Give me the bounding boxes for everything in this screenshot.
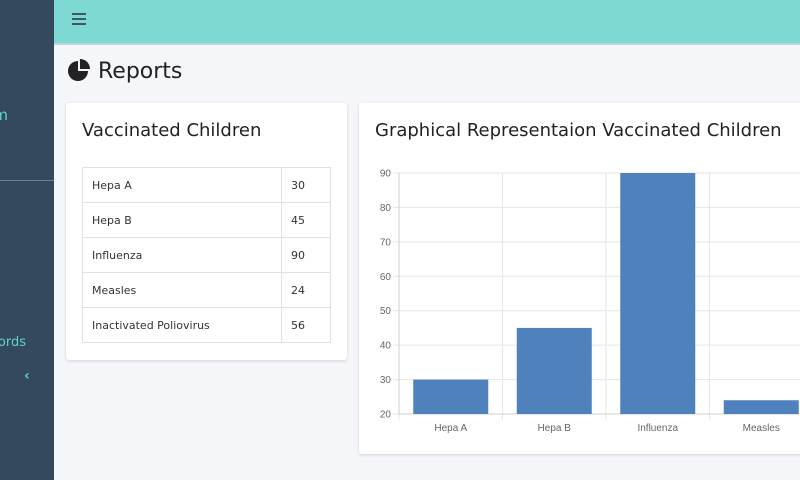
table-row: Inactivated Poliovirus 56 <box>82 307 331 343</box>
y-tick-label: 20 <box>380 410 392 421</box>
vaccine-name-cell: Inactivated Poliovirus <box>82 307 282 343</box>
hamburger-menu-icon[interactable] <box>72 13 86 29</box>
topbar <box>54 0 800 45</box>
y-tick-label: 40 <box>380 341 392 352</box>
count-cell: 24 <box>281 272 331 308</box>
count-cell: 90 <box>281 237 331 273</box>
bar-influenza <box>620 173 696 414</box>
sidebar: m ords ‹ <box>0 0 54 480</box>
y-tick-label: 60 <box>380 272 392 283</box>
count-cell: 30 <box>281 167 331 203</box>
y-tick-label: 90 <box>380 169 392 180</box>
sidebar-divider <box>0 180 54 181</box>
vaccine-name-cell: Measles <box>82 272 282 308</box>
count-cell: 56 <box>281 307 331 343</box>
y-tick-label: 50 <box>380 306 392 317</box>
bar-hepa-a <box>413 379 489 414</box>
chart-card: Graphical Representaion Vaccinated Child… <box>359 103 800 454</box>
table-row: Influenza 90 <box>82 237 331 273</box>
y-tick-label: 80 <box>380 203 392 214</box>
x-tick-label: Hepa B <box>538 423 572 434</box>
chart-card-title: Graphical Representaion Vaccinated Child… <box>375 120 782 141</box>
table-row: Hepa B 45 <box>82 202 331 238</box>
sidebar-item-records[interactable]: ords <box>0 335 26 350</box>
table-card-title: Vaccinated Children <box>82 120 262 141</box>
vaccinated-children-card: Vaccinated Children Hepa A 30 Hepa B 45 … <box>66 103 347 360</box>
bar-measles <box>723 400 799 414</box>
page-title-text: Reports <box>98 58 183 84</box>
vaccine-name-cell: Hepa B <box>82 202 282 238</box>
bar-chart: 20 30 40 50 60 70 80 90 Hepa A Hepa B Influenza Mea… <box>380 169 800 434</box>
pie-chart-icon <box>68 59 90 81</box>
table-row: Hepa A 30 <box>82 167 331 203</box>
x-tick-label: Measles <box>743 423 780 434</box>
count-cell: 45 <box>281 202 331 238</box>
page-title: Reports <box>66 58 182 84</box>
sidebar-brand-fragment: m <box>0 106 8 124</box>
vaccine-name-cell: Hepa A <box>82 167 282 203</box>
vaccine-name-cell: Influenza <box>82 237 282 273</box>
table-row: Measles 24 <box>82 272 331 308</box>
y-tick-label: 30 <box>380 375 392 386</box>
y-tick-label: 70 <box>380 237 392 248</box>
chevron-left-icon[interactable]: ‹ <box>24 368 30 384</box>
bar-hepa-b <box>516 327 592 414</box>
x-tick-label: Hepa A <box>434 423 467 434</box>
x-tick-label: Influenza <box>637 423 678 434</box>
vaccination-table: Hepa A 30 Hepa B 45 Influenza 90 Measles… <box>82 167 331 343</box>
